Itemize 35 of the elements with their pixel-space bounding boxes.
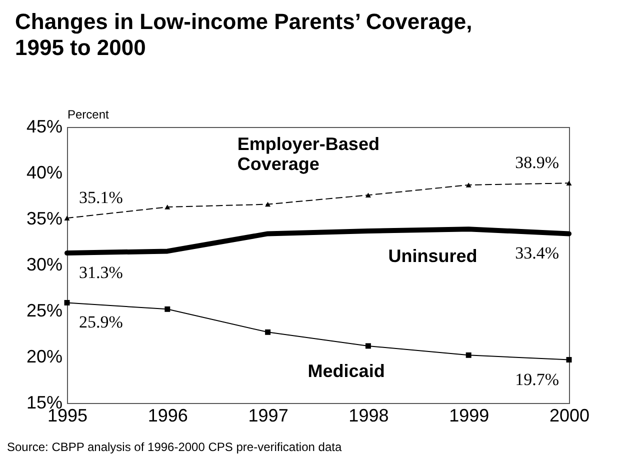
x-tick-label: 1997: [248, 406, 288, 426]
y-axis-title: Percent: [68, 108, 110, 122]
point: [466, 182, 472, 188]
point: [566, 180, 572, 186]
x-tick-label: 1998: [348, 406, 389, 426]
point: [164, 204, 170, 210]
point: [365, 192, 371, 198]
chart-title: Changes in Low-income Parents’ Coverage, 1995 to 2000: [15, 9, 472, 60]
y-tick-label: 20%: [26, 346, 62, 366]
series-label: Uninsured: [388, 246, 478, 266]
y-tick-label: 30%: [26, 254, 62, 274]
point: [466, 352, 472, 358]
point: [64, 216, 70, 220]
x-tick-label: 1996: [148, 406, 188, 426]
series-label: Medicaid: [308, 361, 385, 382]
y-tick-label: 45%: [26, 116, 62, 136]
y-tick-label: 25%: [26, 300, 62, 320]
data-label: 19.7%: [515, 370, 559, 389]
data-label: 31.3%: [79, 263, 123, 282]
data-label: 25.9%: [79, 312, 123, 332]
point: [64, 300, 70, 306]
x-tick-label: 1999: [449, 406, 490, 426]
point: [365, 343, 371, 349]
data-label: 38.9%: [515, 153, 559, 172]
series-label: Employer-Based Coverage: [237, 134, 380, 174]
y-tick-label: 35%: [26, 208, 62, 228]
x-tick-label: 2000: [549, 406, 590, 426]
source-note: Source: CBPP analysis of 1996-2000 CPS pre-verification data: [7, 440, 342, 454]
y-tick-label: 40%: [26, 162, 62, 182]
point: [164, 306, 170, 312]
data-label: 33.4%: [515, 244, 559, 263]
data-label: 35.1%: [79, 188, 123, 208]
point: [566, 357, 572, 362]
point: [265, 329, 271, 335]
point: [265, 202, 271, 207]
